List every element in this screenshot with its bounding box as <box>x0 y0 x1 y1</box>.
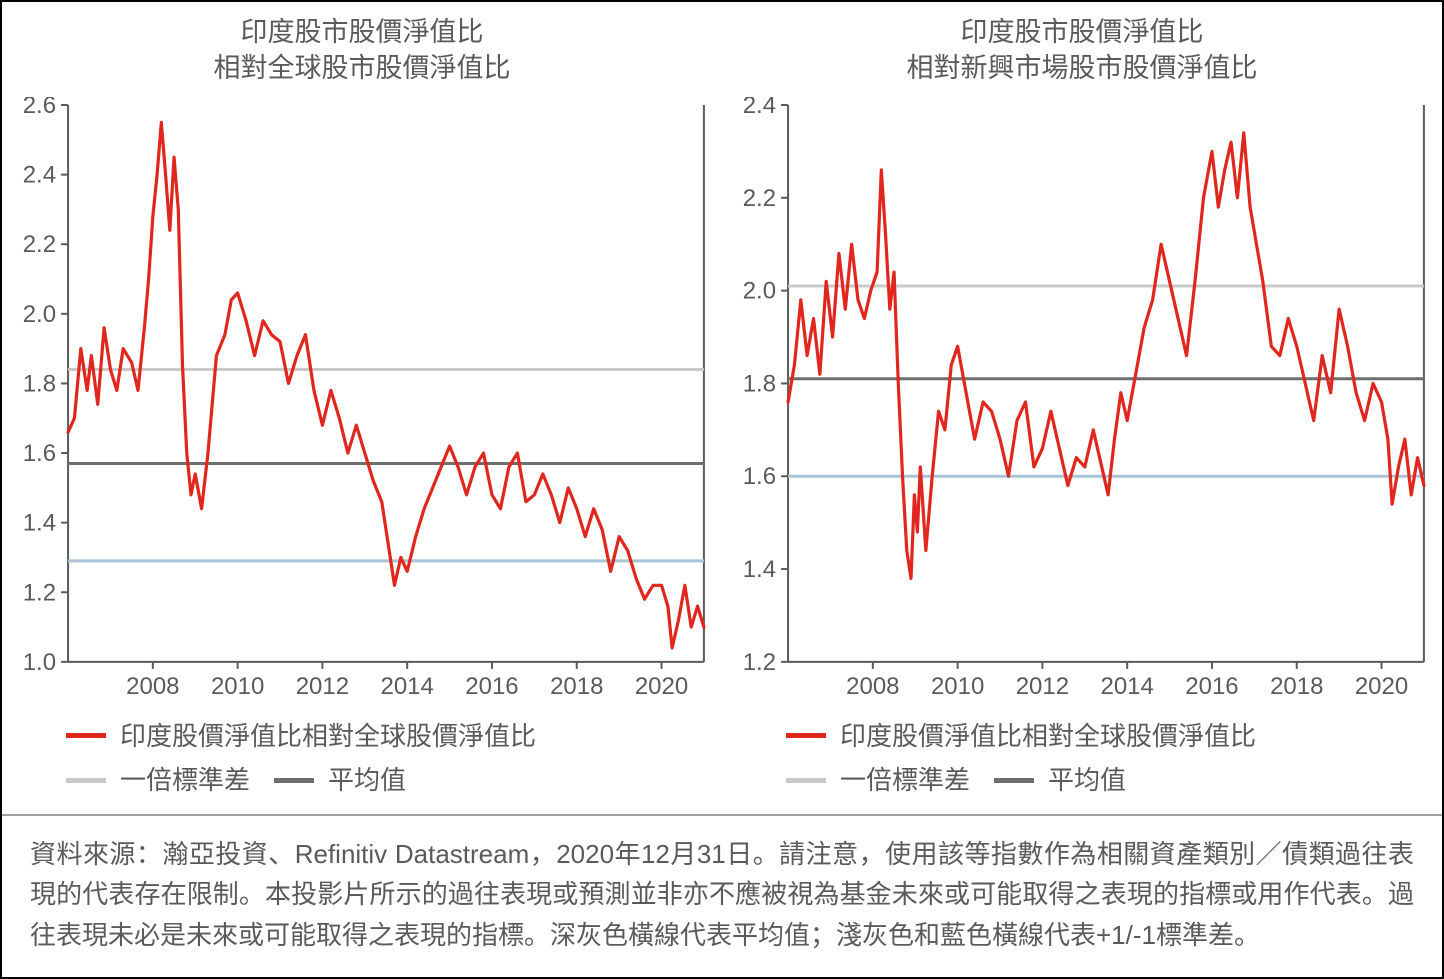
svg-text:2.0: 2.0 <box>23 301 56 328</box>
svg-text:1.4: 1.4 <box>23 510 56 537</box>
svg-text:2.0: 2.0 <box>743 277 776 304</box>
svg-text:2014: 2014 <box>1101 673 1154 700</box>
svg-text:1.2: 1.2 <box>743 649 776 676</box>
svg-text:2012: 2012 <box>296 673 349 700</box>
legend-label-sd: 一倍標準差 <box>120 758 250 802</box>
legend-item-mean: 平均值 <box>274 758 406 802</box>
svg-text:1.6: 1.6 <box>743 463 776 490</box>
charts-row: 印度股市股價淨值比 相對全球股市股價淨值比 1.0 1.2 1.4 1.6 1.8 2.0… <box>2 2 1442 814</box>
svg-text:2008: 2008 <box>126 673 179 700</box>
legend-item-series: 印度股價淨值比相對全球股價淨值比 <box>786 714 1256 758</box>
legend-item-mean: 平均值 <box>994 758 1126 802</box>
plot-left: 1.0 1.2 1.4 1.6 1.8 2.0 2.2 2.4 2.6 2008 2010 2012 2… <box>6 97 718 704</box>
svg-text:2.2: 2.2 <box>743 185 776 212</box>
chart-title-left-line2: 相對全球股市股價淨值比 <box>6 50 718 86</box>
chart-panel-left: 印度股市股價淨值比 相對全球股市股價淨值比 1.0 1.2 1.4 1.6 1.8 2.0… <box>6 10 718 814</box>
legend-item-sd: 一倍標準差 <box>66 758 250 802</box>
chart-panel-right: 印度股市股價淨值比 相對新興市場股市股價淨值比 1.2 1.4 1.6 1.8 2.0 2… <box>726 10 1438 814</box>
svg-text:2018: 2018 <box>550 673 603 700</box>
svg-text:2014: 2014 <box>381 673 434 700</box>
svg-text:2010: 2010 <box>931 673 984 700</box>
legend-right: 印度股價淨值比相對全球股價淨值比 一倍標準差 平均值 <box>726 704 1438 814</box>
legend-swatch-sd <box>66 778 106 783</box>
legend-label-sd: 一倍標準差 <box>840 758 970 802</box>
plot-right: 1.2 1.4 1.6 1.8 2.0 2.2 2.4 2008 2010 2012 2014 201… <box>726 97 1438 704</box>
svg-text:2010: 2010 <box>211 673 264 700</box>
footer-note: 資料來源：瀚亞投資、Refinitiv Datastream，2020年12月3… <box>2 814 1442 977</box>
legend-label-mean: 平均值 <box>1048 758 1126 802</box>
svg-text:1.0: 1.0 <box>23 649 56 676</box>
chart-title-right-line1: 印度股市股價淨值比 <box>726 14 1438 50</box>
chart-title-right-line2: 相對新興市場股市股價淨值比 <box>726 50 1438 86</box>
svg-text:1.2: 1.2 <box>23 579 56 606</box>
svg-text:2018: 2018 <box>1270 673 1323 700</box>
legend-swatch-series <box>66 733 106 738</box>
chart-title-right: 印度股市股價淨值比 相對新興市場股市股價淨值比 <box>726 10 1438 97</box>
legend-swatch-series <box>786 733 826 738</box>
plot-right-svg: 1.2 1.4 1.6 1.8 2.0 2.2 2.4 2008 2010 2012 2014 201… <box>726 97 1438 704</box>
legend-item-sd: 一倍標準差 <box>786 758 970 802</box>
figure-container: 印度股市股價淨值比 相對全球股市股價淨值比 1.0 1.2 1.4 1.6 1.8 2.0… <box>0 0 1444 979</box>
legend-label-series: 印度股價淨值比相對全球股價淨值比 <box>120 714 536 758</box>
svg-text:1.4: 1.4 <box>743 556 776 583</box>
svg-text:2016: 2016 <box>465 673 518 700</box>
svg-text:2.4: 2.4 <box>23 161 56 188</box>
legend-item-series: 印度股價淨值比相對全球股價淨值比 <box>66 714 536 758</box>
legend-swatch-sd <box>786 778 826 783</box>
svg-text:2.4: 2.4 <box>743 97 776 119</box>
svg-text:2.2: 2.2 <box>23 231 56 258</box>
plot-left-svg: 1.0 1.2 1.4 1.6 1.8 2.0 2.2 2.4 2.6 2008 2010 2012 2… <box>6 97 718 704</box>
chart-title-left: 印度股市股價淨值比 相對全球股市股價淨值比 <box>6 10 718 97</box>
legend-label-series: 印度股價淨值比相對全球股價淨值比 <box>840 714 1256 758</box>
legend-swatch-mean <box>994 778 1034 783</box>
svg-text:1.8: 1.8 <box>23 370 56 397</box>
chart-title-left-line1: 印度股市股價淨值比 <box>6 14 718 50</box>
svg-text:2016: 2016 <box>1185 673 1238 700</box>
svg-text:2020: 2020 <box>635 673 688 700</box>
svg-text:1.6: 1.6 <box>23 440 56 467</box>
svg-text:1.8: 1.8 <box>743 370 776 397</box>
svg-text:2020: 2020 <box>1355 673 1408 700</box>
svg-text:2008: 2008 <box>846 673 899 700</box>
svg-text:2.6: 2.6 <box>23 97 56 119</box>
svg-text:2012: 2012 <box>1016 673 1069 700</box>
legend-swatch-mean <box>274 778 314 783</box>
legend-left: 印度股價淨值比相對全球股價淨值比 一倍標準差 平均值 <box>6 704 718 814</box>
legend-label-mean: 平均值 <box>328 758 406 802</box>
